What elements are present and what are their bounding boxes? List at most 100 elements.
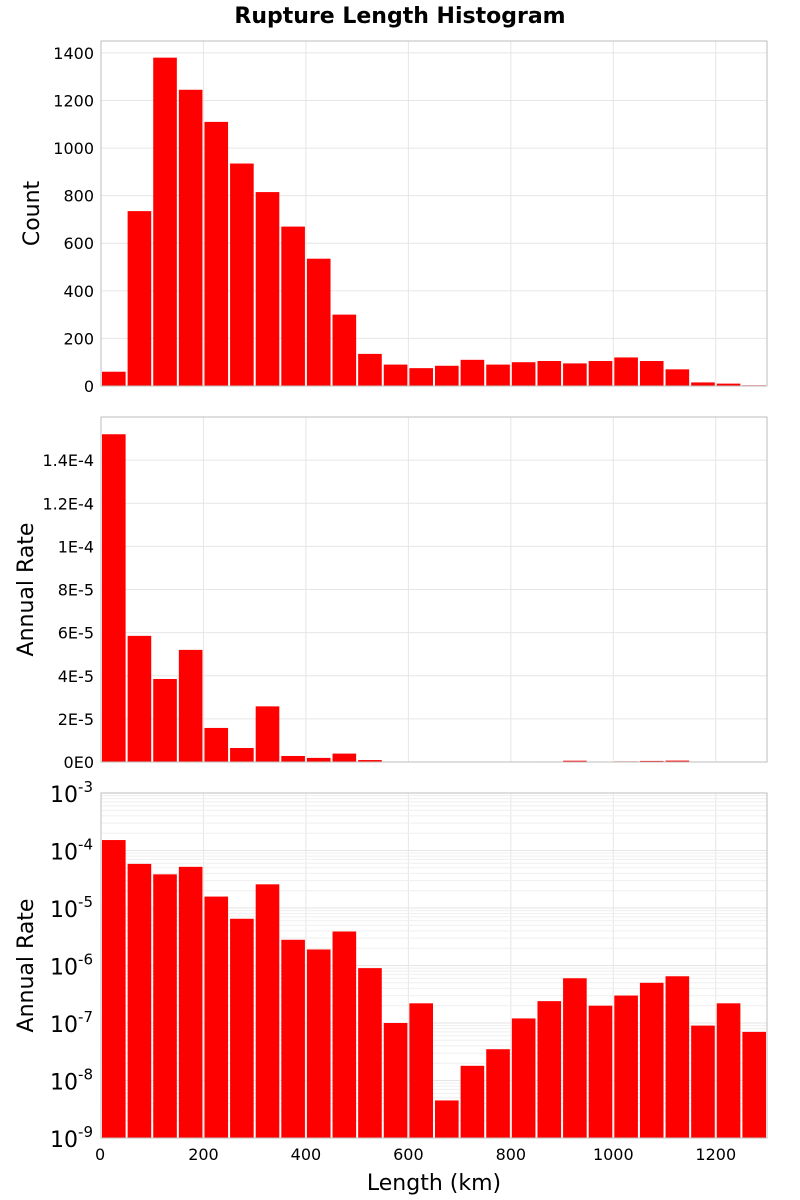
histogram-bar [409, 1003, 433, 1138]
histogram-bar [691, 1025, 715, 1138]
x-tick-label: 0 [95, 1145, 105, 1164]
histogram-bar [665, 760, 690, 762]
histogram-bar [435, 1100, 459, 1138]
y-tick-label: 10-8 [50, 1066, 93, 1096]
annual-rate-linear-panel: 0E0 2E-5 4E-5 6E-5 8E-5 1E-4 1.2E-4 1.4E-4 Annua… [14, 416, 768, 772]
histogram-bar [665, 976, 690, 1138]
histogram-bar [332, 931, 357, 1138]
y-tick-label: 2E-5 [58, 710, 94, 729]
histogram-bar [358, 968, 382, 1138]
y-tick-label: 1.4E-4 [42, 451, 94, 470]
y-tick-label: 10-4 [50, 836, 93, 866]
histogram-bar [563, 760, 587, 762]
histogram-bar [281, 226, 305, 386]
histogram-bar [281, 755, 305, 762]
histogram-bar [255, 192, 280, 386]
histogram-bar [358, 760, 382, 762]
histogram-bar [639, 982, 664, 1138]
y-tick-label: 0 [84, 377, 94, 396]
x-tick-label: 600 [393, 1145, 424, 1164]
x-tick-label: 800 [496, 1145, 527, 1164]
y-axis-label: Annual Rate [14, 899, 39, 1033]
plot-frame [100, 40, 768, 387]
histogram-bar [460, 1065, 485, 1138]
histogram-bar [639, 361, 664, 386]
histogram-bar [230, 747, 254, 762]
histogram-bar [614, 995, 638, 1138]
histogram-bar [358, 353, 382, 386]
plot-frame [100, 792, 768, 1139]
histogram-bar [127, 863, 152, 1138]
histogram-bar [665, 369, 690, 386]
histogram-bar [383, 1023, 408, 1138]
y-tick-label: 10-3 [50, 778, 93, 808]
annual-rate-log-panel: 10-9 10-8 10-7 10-6 10-5 10-4 10-3 0 200 400 600 80… [14, 778, 768, 1196]
bars [102, 840, 766, 1138]
y-tick-label: 10-5 [50, 893, 93, 923]
histogram-bar [127, 635, 152, 762]
histogram-bar [511, 1018, 536, 1138]
histogram-bar [306, 757, 331, 762]
y-tick-label: 1400 [53, 44, 94, 63]
histogram-bar [716, 383, 741, 386]
histogram-bar [178, 866, 203, 1138]
chart-title: Rupture Length Histogram [234, 4, 565, 29]
x-tick-label: 1000 [593, 1145, 634, 1164]
histogram-bar [332, 314, 357, 386]
bars [102, 434, 766, 762]
x-tick-label: 1200 [695, 1145, 736, 1164]
histogram-bar [178, 89, 203, 386]
histogram-bar [153, 678, 177, 762]
count-histogram-panel: 0 200 400 600 800 1000 1200 1400 Count [20, 40, 768, 396]
histogram-bar [178, 649, 203, 762]
histogram-bar [102, 840, 126, 1138]
y-tick-label: 400 [63, 282, 94, 301]
histogram-bar [332, 753, 357, 762]
y-tick-label: 200 [63, 329, 94, 348]
histogram-bar [255, 706, 280, 762]
histogram-bar [281, 939, 305, 1138]
histogram-bar [306, 949, 331, 1138]
histogram-bar [102, 371, 126, 386]
histogram-bar [614, 357, 638, 386]
histogram-bar [563, 978, 587, 1138]
x-axis-label: Length (km) [367, 1171, 501, 1196]
histogram-bar [204, 727, 229, 762]
y-axis-label: Count [20, 180, 45, 246]
y-tick-label: 0E0 [64, 753, 94, 772]
histogram-bar [537, 1001, 562, 1138]
histogram-bar [127, 211, 152, 386]
histogram-bar [486, 364, 510, 386]
y-tick-label: 6E-5 [58, 624, 94, 643]
x-tick-label: 200 [188, 1145, 219, 1164]
y-tick-label: 10-7 [50, 1008, 93, 1038]
y-tick-label: 1E-4 [58, 537, 94, 556]
histogram-bar [716, 1003, 741, 1138]
histogram-bar [435, 365, 459, 386]
histogram-bar [486, 1049, 510, 1138]
histogram-bar [153, 57, 177, 386]
histogram-bar [204, 121, 229, 387]
plot-frame [100, 416, 768, 763]
y-tick-label: 10-9 [50, 1123, 93, 1153]
y-tick-label: 800 [63, 187, 94, 206]
x-tick-label: 400 [291, 1145, 322, 1164]
y-axis-label: Annual Rate [14, 523, 39, 657]
histogram-bar [204, 896, 229, 1138]
y-tick-label: 600 [63, 234, 94, 253]
histogram-bar [511, 362, 536, 386]
histogram-bar [691, 382, 715, 386]
histogram-bar [742, 1031, 766, 1138]
histogram-bar [588, 1005, 613, 1138]
histogram-bar [563, 363, 587, 386]
histogram-bar [230, 918, 254, 1138]
y-tick-label: 10-6 [50, 951, 93, 981]
histogram-bar [255, 884, 280, 1138]
histogram-bar [306, 258, 331, 386]
histogram-bar [537, 361, 562, 386]
histogram-bar [460, 359, 485, 386]
bars [102, 57, 766, 387]
y-tick-label: 1200 [53, 91, 94, 110]
histogram-bar [153, 874, 177, 1138]
